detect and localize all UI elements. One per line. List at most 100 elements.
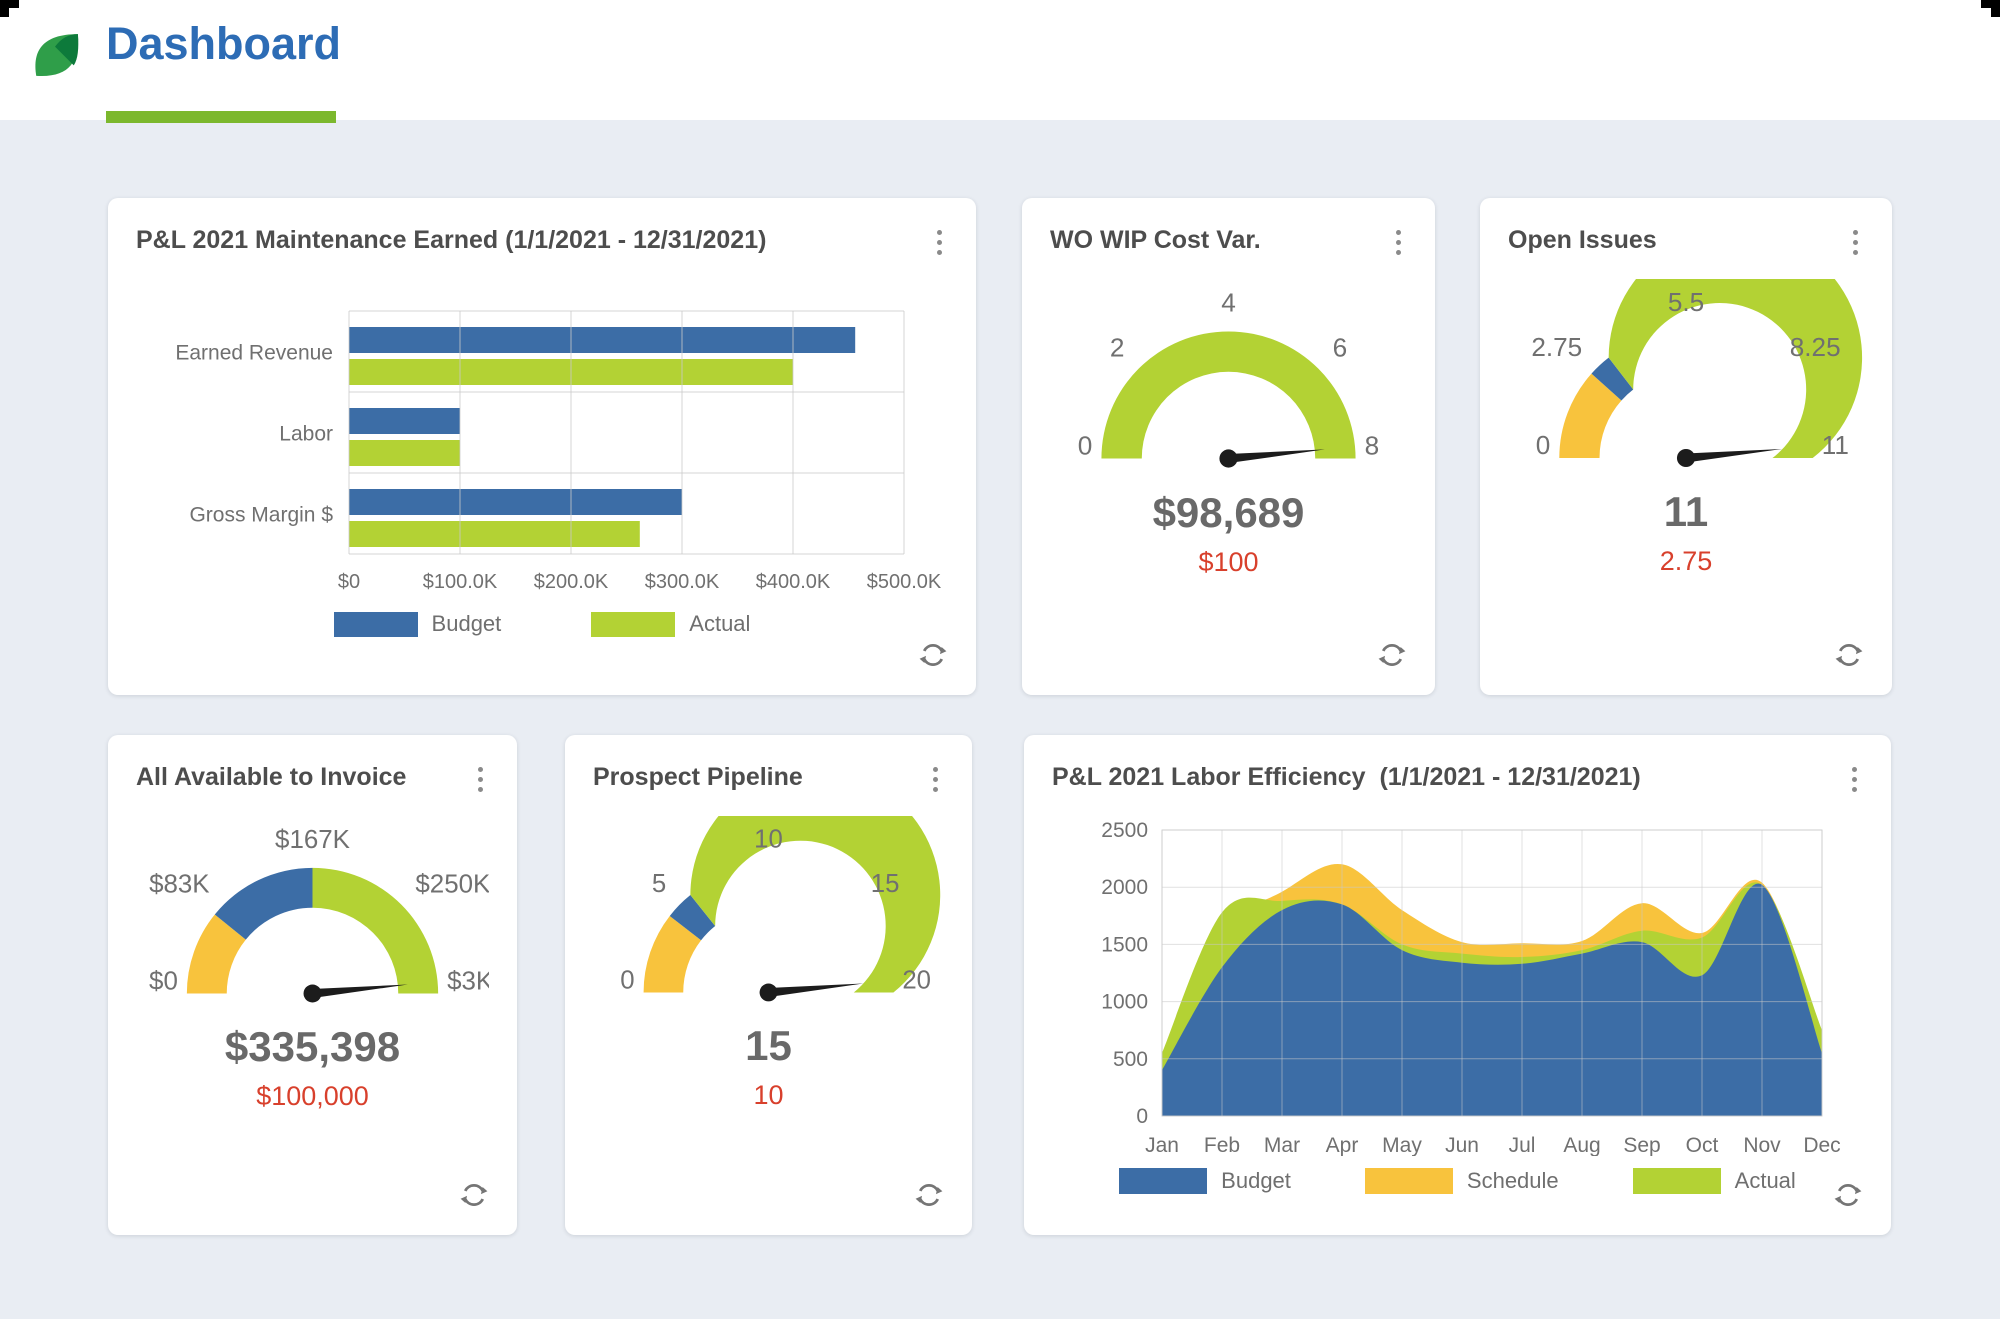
card-wo-wip-cost-var: WO WIP Cost Var. 0 2 4 6 8 $98,689 $100 xyxy=(1022,198,1435,695)
card-prospect-pipeline: Prospect Pipeline 0 5 10 15 20 15 10 xyxy=(565,735,972,1235)
svg-text:0: 0 xyxy=(1536,430,1551,460)
card-title: P&L 2021 Labor Efficiency (1/1/2021 - 12… xyxy=(1052,763,1641,791)
chart-legend: Budget Schedule Actual xyxy=(1052,1168,1863,1194)
gauge-value: $335,398 xyxy=(224,1023,401,1071)
gauge-target-value: 2.75 xyxy=(1659,546,1713,577)
svg-text:2.75: 2.75 xyxy=(1531,332,1582,362)
svg-text:8.25: 8.25 xyxy=(1790,332,1841,362)
chart-legend: Budget Actual xyxy=(136,611,948,637)
svg-text:$167K: $167K xyxy=(275,826,350,854)
card-title: All Available to Invoice xyxy=(136,763,407,791)
card-title: P&L 2021 Maintenance Earned (1/1/2021 - … xyxy=(136,226,767,254)
refresh-button[interactable] xyxy=(457,1178,491,1215)
svg-text:Oct: Oct xyxy=(1686,1134,1719,1156)
refresh-button[interactable] xyxy=(1831,1178,1865,1215)
legend-label-schedule: Schedule xyxy=(1466,1168,1559,1193)
card-menu-button[interactable] xyxy=(1847,226,1864,259)
card-title: Prospect Pipeline xyxy=(593,763,803,791)
card-pnl-maintenance-earned: P&L 2021 Maintenance Earned (1/1/2021 - … xyxy=(108,198,976,695)
svg-text:$100.0K: $100.0K xyxy=(423,571,498,593)
svg-text:Nov: Nov xyxy=(1743,1134,1781,1156)
card-open-issues: Open Issues 0 2.75 5.5 8.25 11 11 2.75 xyxy=(1480,198,1892,695)
svg-text:$400.0K: $400.0K xyxy=(756,571,831,593)
svg-text:0: 0 xyxy=(1078,430,1093,460)
card-title: WO WIP Cost Var. xyxy=(1050,226,1261,254)
legend-swatch-budget xyxy=(1119,1168,1208,1194)
svg-text:4: 4 xyxy=(1221,287,1236,317)
refresh-button[interactable] xyxy=(1375,638,1409,675)
svg-text:Feb: Feb xyxy=(1204,1134,1240,1156)
card-menu-button[interactable] xyxy=(1390,226,1407,259)
svg-text:Jul: Jul xyxy=(1509,1134,1536,1156)
svg-text:0: 0 xyxy=(1136,1105,1148,1128)
gauge-target-value: $100,000 xyxy=(256,1081,369,1112)
legend-label-actual: Actual xyxy=(1734,1168,1796,1193)
maintenance-bar-chart: Earned Revenue Labor Gross Margin $ $0 $100.… xyxy=(175,310,942,593)
svg-text:2000: 2000 xyxy=(1101,876,1148,899)
svg-text:Mar: Mar xyxy=(1264,1134,1300,1156)
available-gauge-chart: $0 $83K $167K $250K $3K xyxy=(149,826,489,1003)
svg-text:20: 20 xyxy=(902,967,931,995)
svg-text:Earned Revenue: Earned Revenue xyxy=(175,342,333,365)
card-title: Open Issues xyxy=(1508,226,1657,254)
screenshot-artifact xyxy=(0,0,9,17)
gauge-value: 15 xyxy=(745,1022,792,1070)
svg-text:15: 15 xyxy=(871,870,900,898)
page-title: Dashboard xyxy=(106,18,342,69)
svg-text:$83K: $83K xyxy=(149,871,210,899)
svg-text:5.5: 5.5 xyxy=(1668,287,1704,317)
svg-text:Apr: Apr xyxy=(1326,1134,1359,1156)
refresh-button[interactable] xyxy=(1832,638,1866,675)
legend-swatch-schedule xyxy=(1364,1168,1453,1194)
svg-text:10: 10 xyxy=(754,826,783,854)
svg-text:1000: 1000 xyxy=(1101,991,1148,1014)
leaf-logo-icon xyxy=(30,30,80,80)
gauge-value: 11 xyxy=(1663,488,1709,536)
prospect-gauge-chart: 0 5 10 15 20 xyxy=(620,816,941,1002)
title-underline xyxy=(106,111,336,123)
svg-text:$250K: $250K xyxy=(415,871,489,899)
svg-text:Sep: Sep xyxy=(1623,1134,1660,1156)
svg-text:Dec: Dec xyxy=(1803,1134,1840,1156)
card-menu-button[interactable] xyxy=(1846,763,1863,796)
refresh-button[interactable] xyxy=(912,1178,946,1215)
legend-swatch-budget xyxy=(333,611,418,637)
screenshot-artifact xyxy=(1981,0,2000,8)
refresh-button[interactable] xyxy=(916,638,950,675)
labor-efficiency-area-chart: Jan Feb Mar Apr May Jun Jul Aug Sep Oct Nov Dec 0 500… xyxy=(1101,819,1840,1156)
card-all-available-to-invoice: All Available to Invoice $0 $83K $167K $250… xyxy=(108,735,517,1235)
svg-text:$3K: $3K xyxy=(447,968,489,996)
gauge-value: $98,689 xyxy=(1152,488,1305,536)
svg-text:$0: $0 xyxy=(149,968,178,996)
svg-text:May: May xyxy=(1382,1134,1422,1156)
svg-text:$200.0K: $200.0K xyxy=(534,571,609,593)
svg-text:Aug: Aug xyxy=(1563,1134,1600,1156)
app-header: Dashboard xyxy=(0,0,2000,123)
legend-label-budget: Budget xyxy=(1221,1168,1291,1193)
card-menu-button[interactable] xyxy=(931,226,948,259)
gauge-target-value: $100 xyxy=(1198,546,1259,577)
svg-text:5: 5 xyxy=(652,870,666,898)
svg-text:$0: $0 xyxy=(338,571,360,593)
dashboard-grid: P&L 2021 Maintenance Earned (1/1/2021 - … xyxy=(0,120,2000,1235)
card-menu-button[interactable] xyxy=(472,763,489,796)
legend-label-budget: Budget xyxy=(431,611,502,636)
svg-text:Gross Margin $: Gross Margin $ xyxy=(189,504,333,527)
gauge-target-value: 10 xyxy=(753,1080,784,1111)
svg-text:0: 0 xyxy=(620,967,634,995)
svg-text:Labor: Labor xyxy=(279,423,333,446)
legend-swatch-actual xyxy=(1632,1168,1721,1194)
svg-text:11: 11 xyxy=(1822,430,1849,460)
screenshot-artifact xyxy=(1991,0,2000,17)
svg-text:2: 2 xyxy=(1110,332,1125,362)
card-menu-button[interactable] xyxy=(927,763,944,796)
open-issues-gauge-chart: 0 2.75 5.5 8.25 11 xyxy=(1531,279,1863,468)
svg-text:6: 6 xyxy=(1333,332,1348,362)
legend-label-actual: Actual xyxy=(689,611,751,636)
card-pnl-labor-efficiency: P&L 2021 Labor Efficiency (1/1/2021 - 12… xyxy=(1024,735,1891,1235)
screenshot-artifact xyxy=(0,0,19,8)
svg-text:500: 500 xyxy=(1113,1048,1148,1071)
svg-text:Jan: Jan xyxy=(1145,1134,1179,1156)
svg-text:1500: 1500 xyxy=(1101,933,1148,956)
wo-wip-gauge-chart: 0 2 4 6 8 xyxy=(1078,287,1379,468)
